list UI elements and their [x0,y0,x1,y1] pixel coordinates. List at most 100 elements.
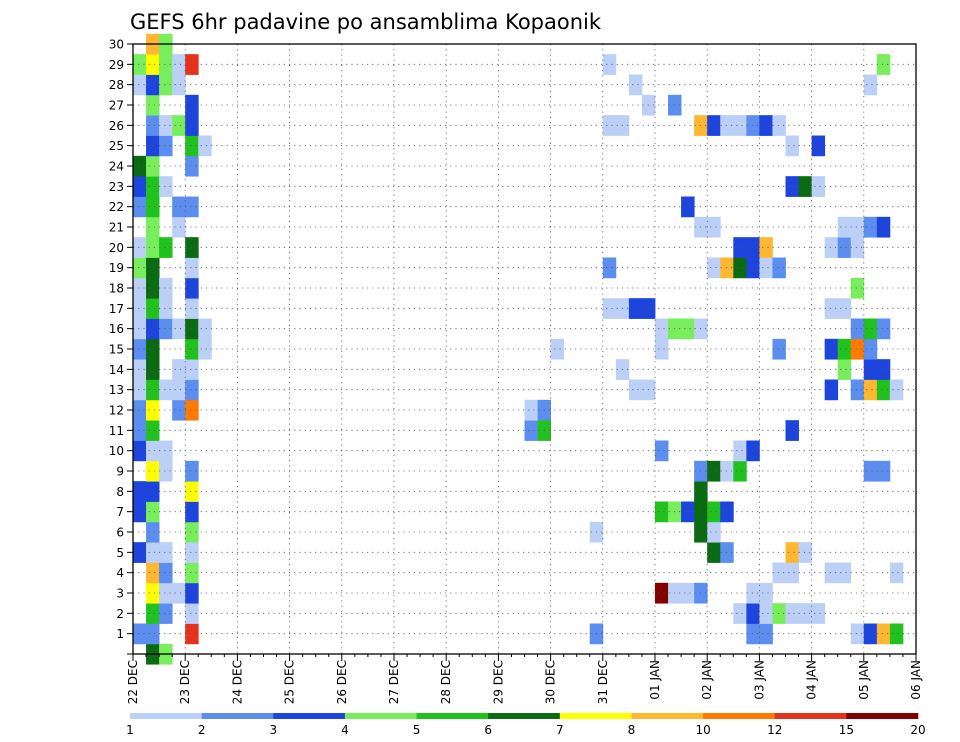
heatmap-cell [172,379,186,401]
heatmap-cell [837,359,852,380]
heatmap-cell [746,237,760,258]
heatmap-cell [159,135,173,157]
heatmap-cell [759,603,773,624]
y-tick-label: 11 [109,424,124,438]
heatmap-cell [146,501,160,523]
heatmap-cell [159,74,173,96]
heatmap-cell [824,298,839,319]
heatmap-cell [146,420,160,441]
heatmap-cell [876,318,891,340]
heatmap-cell [824,562,839,584]
heatmap-cell [772,257,786,279]
x-tick-label: 27 DEC [387,660,401,704]
heatmap-cell [655,338,669,360]
heatmap-cell [159,603,173,624]
heatmap-cell [655,582,669,604]
y-tick-label: 4 [116,566,124,580]
heatmap-cell [759,623,773,645]
heatmap-cell [850,216,865,238]
heatmap-cell [172,582,186,604]
heatmap-cell [707,501,721,523]
heatmap-cell [524,420,538,441]
heatmap-cell [655,318,669,340]
heatmap-cell [681,501,695,523]
heatmap-cell [602,257,617,279]
heatmap-cell [133,501,147,523]
heatmap-cell [837,562,852,584]
heatmap-cell [133,155,147,177]
heatmap-cell [146,460,160,482]
heatmap-cell [876,216,891,238]
heatmap-cell [133,481,147,502]
colorbar-label: 8 [628,723,636,737]
heatmap-cell [185,623,199,645]
heatmap-cell [746,440,760,462]
heatmap-cell [172,216,186,238]
heatmap-cell [146,237,160,258]
heatmap-cell [133,298,147,319]
heatmap-cell [759,115,773,136]
heatmap-cell [133,54,147,75]
heatmap-cell [133,318,147,340]
x-tick-label: 29 DEC [491,660,505,704]
heatmap-cell [198,318,212,340]
heatmap-cell [602,298,617,319]
heatmap-cell [146,298,160,319]
heatmap-cell [146,135,160,157]
heatmap-cell [146,115,160,136]
colorbar-segment [846,713,919,719]
heatmap-cell [628,74,643,96]
heatmap-cell [185,135,199,157]
x-tick-label: 03 JAN [752,660,766,700]
y-tick-label: 8 [116,485,124,499]
heatmap-cell [655,440,669,462]
heatmap-cell [185,359,199,380]
heatmap-cell [146,623,160,645]
colorbar-label: 3 [269,723,277,737]
heatmap-cell [759,582,773,604]
heatmap-cell [185,542,199,563]
heatmap-cell [681,318,695,340]
colorbar-label: 5 [413,723,421,737]
heatmap-cell [876,359,891,380]
heatmap-cell [133,176,147,197]
heatmap-cell [146,74,160,96]
heatmap-cell [837,338,852,360]
y-tick-label: 25 [109,139,124,153]
x-tick-label: 06 JAN [909,660,923,700]
heatmap-cell [798,542,812,563]
heatmap-cell [133,196,147,218]
heatmap-cell [850,237,865,258]
heatmap-cell [185,338,199,360]
colorbar-label: 20 [910,723,925,737]
y-tick-label: 23 [109,180,124,194]
heatmap-cell [707,521,721,543]
heatmap-cell [146,176,160,197]
heatmap-cell [198,135,212,157]
heatmap-cell [707,257,721,279]
heatmap-cell [133,379,147,401]
heatmap-cell [172,196,186,218]
heatmap-cell [146,94,160,116]
heatmap-cell [185,237,199,258]
heatmap-cell [185,460,199,482]
heatmap-cell [785,420,799,441]
heatmap-cell [133,257,147,279]
x-tick-label: 25 DEC [283,660,297,704]
grid-lines [133,43,916,654]
heatmap-cell [837,237,852,258]
heatmap-cell [146,481,160,502]
heatmap-cell [876,460,891,482]
y-tick-label: 5 [116,546,124,560]
heatmap-cell [772,562,786,584]
heatmap-cell [146,399,160,421]
x-tick-label: 31 DEC [596,660,610,704]
heatmap-cell [159,440,173,462]
heatmap-cell [772,115,786,136]
heatmap-cell [146,155,160,177]
y-tick-label: 3 [116,587,124,601]
heatmap-cell [185,399,199,421]
x-tick-label: 30 DEC [544,660,558,704]
heatmap-cell [733,603,747,624]
heatmap-cell [133,623,147,645]
